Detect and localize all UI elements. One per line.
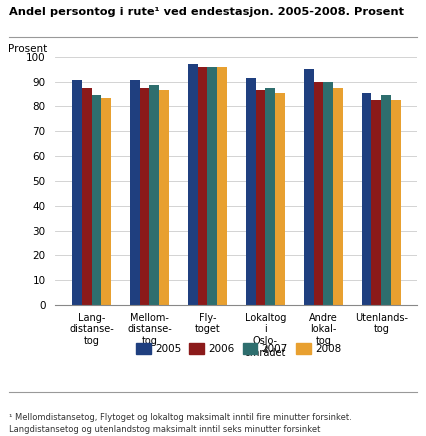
- Bar: [314, 82, 323, 305]
- Bar: [371, 100, 381, 305]
- Bar: [150, 85, 159, 305]
- Bar: [198, 67, 207, 305]
- Text: Andel persontog i rute¹ ved endestasjon. 2005-2008. Prosent: Andel persontog i rute¹ ved endestasjon.…: [9, 7, 403, 17]
- Bar: [333, 88, 343, 305]
- Bar: [256, 90, 265, 305]
- Text: Prosent: Prosent: [8, 44, 48, 54]
- Bar: [265, 88, 275, 305]
- Bar: [82, 88, 92, 305]
- Bar: [304, 69, 314, 305]
- Bar: [217, 67, 227, 305]
- Bar: [188, 64, 198, 305]
- Bar: [101, 98, 111, 305]
- Bar: [246, 78, 256, 305]
- Bar: [159, 90, 169, 305]
- Bar: [140, 88, 150, 305]
- Text: ¹ Mellomdistansetog, Flytoget og lokaltog maksimalt inntil fire minutter forsink: ¹ Mellomdistansetog, Flytoget og lokalto…: [9, 413, 351, 434]
- Bar: [391, 100, 401, 305]
- Bar: [207, 67, 217, 305]
- Bar: [275, 93, 285, 305]
- Legend: 2005, 2006, 2007, 2008: 2005, 2006, 2007, 2008: [132, 339, 345, 358]
- Bar: [130, 80, 140, 305]
- Bar: [92, 95, 101, 305]
- Bar: [362, 93, 371, 305]
- Bar: [323, 82, 333, 305]
- Bar: [381, 95, 391, 305]
- Bar: [72, 80, 82, 305]
